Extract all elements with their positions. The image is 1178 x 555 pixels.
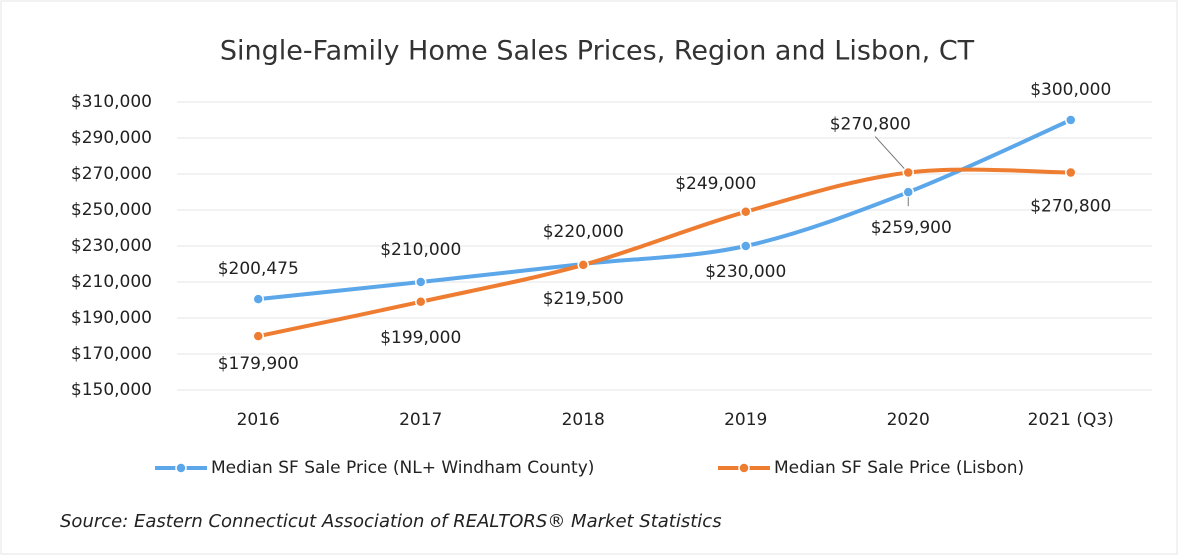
x-tick-label: 2017 [399,410,442,430]
data-point [1065,114,1077,126]
x-tick-label: 2019 [724,410,767,430]
data-point [902,166,914,179]
data-point [740,240,752,252]
source-note: Source: Eastern Connecticut Association … [60,511,722,532]
data-label: $270,800 [1030,197,1111,217]
data-label: $300,000 [1030,80,1111,100]
y-tick-label: $210,000 [71,272,152,292]
x-tick-label: 2021 (Q3) [1028,410,1114,430]
y-tick-label: $150,000 [71,380,152,400]
data-label: $249,000 [675,174,756,194]
series-line [258,118,1072,302]
y-tick-label: $190,000 [71,308,152,328]
data-point [577,259,589,271]
data-point [415,276,427,288]
data-point [252,293,264,305]
data-point [740,206,752,218]
y-tick-label: $250,000 [71,200,152,220]
y-tick-label: $230,000 [71,236,152,256]
data-label: $270,800 [830,115,911,135]
x-tick-label: 2016 [237,410,280,430]
data-label: $179,900 [218,354,299,374]
legend-marker [738,462,750,474]
y-tick-label: $270,000 [71,164,152,184]
data-label: $210,000 [380,240,461,260]
data-label: $220,000 [543,222,624,242]
data-point [1065,166,1077,179]
data-point [902,186,914,198]
legend-label: Median SF Sale Price (Lisbon) [774,458,1024,478]
leader-line [874,136,905,169]
data-point [415,296,427,308]
data-label: $200,475 [218,259,299,279]
data-label: $199,000 [380,328,461,348]
data-label: $259,900 [871,218,952,238]
series-line [257,167,1071,339]
legend-label: Median SF Sale Price (NL+ Windham County… [211,458,594,478]
y-tick-label: $310,000 [71,92,152,112]
chart-title: Single-Family Home Sales Prices, Region … [220,36,975,67]
data-label: $230,000 [705,262,786,282]
x-tick-label: 2018 [562,410,605,430]
y-tick-label: $290,000 [71,128,152,148]
y-tick-label: $170,000 [71,344,152,364]
data-point [252,330,264,342]
legend-marker [175,462,187,474]
data-label: $219,500 [543,289,624,309]
x-tick-label: 2020 [887,410,930,430]
